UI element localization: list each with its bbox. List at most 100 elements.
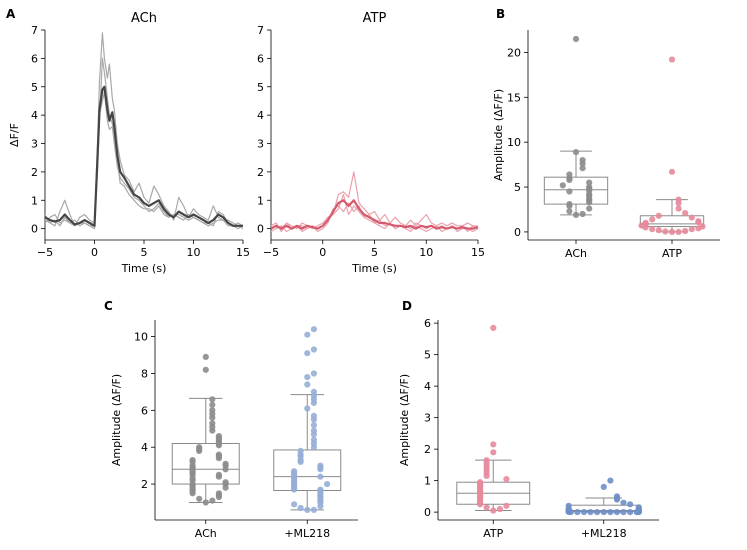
data-point (655, 212, 662, 219)
y-tick-label: 6 (424, 317, 431, 330)
data-point (310, 388, 317, 395)
data-point (587, 508, 594, 516)
data-point (209, 497, 216, 504)
category-label: +ML218 (284, 527, 330, 540)
x-tick-label: 5 (141, 246, 148, 259)
x-tick-label: 15 (471, 246, 485, 259)
data-point (310, 506, 317, 513)
data-point (668, 228, 676, 235)
x-tick-label: 0 (91, 246, 98, 259)
box-iqr (273, 449, 342, 492)
data-point (215, 451, 222, 458)
data-point (566, 171, 573, 178)
data-point (291, 468, 298, 475)
trial-trace (44, 57, 244, 230)
box-iqr (171, 443, 240, 485)
data-point (317, 486, 324, 493)
data-point (635, 504, 642, 511)
y-tick-label: 1 (424, 475, 431, 488)
ach-trace-panel: 0 1 2 3 4 5 6 7 ΔF/F −5 0 5 10 15 Time (s) ACh (8, 11, 250, 275)
category-label: +ML218 (581, 527, 627, 540)
data-point (202, 353, 209, 360)
panel-label-b: B (496, 7, 505, 21)
data-point (189, 457, 196, 464)
data-point (559, 182, 566, 189)
data-point (490, 449, 497, 456)
y-tick-label: 5 (31, 81, 38, 94)
data-point (566, 201, 573, 208)
trial-trace (270, 171, 478, 233)
y-tick-label: 2 (141, 478, 148, 491)
y-tick-label: 1 (257, 194, 264, 207)
data-point (196, 444, 203, 451)
y-axis-label: Amplitude (ΔF/F) (492, 89, 505, 181)
data-point (304, 506, 311, 513)
data-point (620, 499, 627, 506)
data-point (695, 218, 702, 225)
mean-trace (44, 85, 243, 227)
y-tick-label: 4 (257, 109, 264, 122)
data-point (627, 508, 634, 516)
data-point (490, 441, 497, 448)
data-point (682, 227, 689, 235)
category-label: ATP (483, 527, 503, 540)
data-point (209, 420, 216, 427)
data-point (682, 210, 689, 217)
data-point (310, 422, 317, 429)
y-axis-label: Amplitude (ΔF/F) (110, 374, 123, 466)
data-point (594, 508, 601, 516)
category-label: ATP (662, 247, 682, 260)
data-point (620, 508, 627, 516)
y-tick-label: 10 (134, 331, 148, 344)
y-tick-label: 5 (257, 81, 264, 94)
data-point (649, 216, 656, 223)
data-point (490, 324, 497, 331)
amplitude-box-panel-b: 0 5 10 15 20 Amplitude (ΔF/F) ACh ATP (492, 30, 720, 260)
y-tick-label: 0 (257, 223, 264, 236)
y-tick-label: 10 (507, 136, 521, 149)
data-point (310, 436, 317, 443)
data-point (572, 211, 580, 218)
data-point (209, 396, 216, 403)
data-point (580, 508, 588, 516)
data-point (607, 477, 614, 484)
data-point (209, 407, 216, 414)
data-point (297, 504, 304, 512)
y-tick-label: 8 (141, 367, 148, 380)
data-point (215, 433, 222, 440)
data-point (496, 505, 503, 513)
data-point (565, 502, 572, 509)
data-point (215, 471, 222, 478)
data-point (503, 502, 510, 509)
x-tick-label: −5 (263, 246, 279, 259)
data-point (675, 205, 682, 212)
data-point (579, 157, 586, 164)
data-point (324, 481, 331, 488)
data-point (222, 479, 229, 486)
x-tick-label: 15 (236, 246, 250, 259)
y-axis-label: ΔF/F (8, 123, 21, 147)
data-point (215, 490, 222, 497)
data-point (304, 374, 311, 381)
y-tick-label: 5 (514, 181, 521, 194)
y-tick-label: 20 (507, 46, 521, 59)
panel-title: ACh (131, 11, 157, 26)
y-tick-label: 2 (31, 166, 38, 179)
y-tick-label: 4 (424, 380, 431, 393)
data-point (202, 499, 209, 506)
y-tick-label: 6 (141, 404, 148, 417)
data-point (655, 227, 662, 234)
data-point (209, 401, 216, 408)
y-tick-label: 6 (257, 52, 264, 65)
data-point (675, 196, 682, 203)
data-point (688, 226, 695, 233)
atp-trace-panel: 0 1 2 3 4 5 6 7 −5 0 5 10 15 Time (s) ATP (257, 11, 485, 275)
data-point (503, 476, 510, 483)
data-point (483, 457, 490, 464)
data-point (202, 366, 209, 373)
data-point (304, 405, 311, 412)
data-point (291, 501, 298, 508)
data-point (649, 226, 656, 233)
y-tick-label: 2 (424, 443, 431, 456)
